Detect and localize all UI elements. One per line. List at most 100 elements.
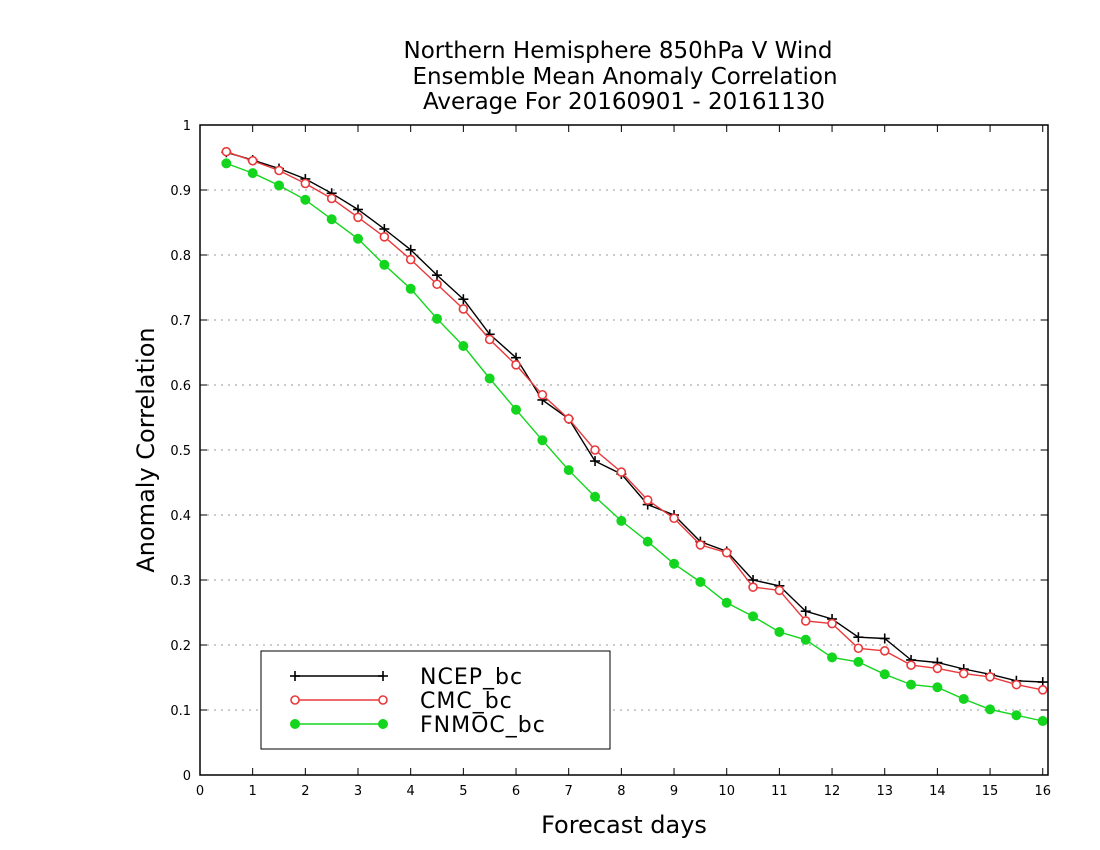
series-fnmoc-bc-marker bbox=[590, 491, 601, 502]
series-cmc-bc-marker bbox=[616, 467, 627, 477]
x-tick-label: 15 bbox=[982, 784, 999, 799]
x-tick-label: 14 bbox=[929, 784, 946, 799]
series-fnmoc-bc-marker bbox=[537, 435, 548, 446]
legend-cmc-bc-end-marker bbox=[378, 695, 388, 705]
legend-ncep-bc-end-marker bbox=[378, 671, 388, 681]
series-layer bbox=[221, 146, 1048, 727]
series-fnmoc-bc-marker bbox=[985, 704, 996, 715]
series-cmc-bc-marker bbox=[721, 547, 732, 558]
y-tick-label: 0.9 bbox=[170, 184, 191, 199]
series-cmc-bc-marker bbox=[326, 193, 337, 204]
series-fnmoc-bc-marker bbox=[511, 404, 522, 415]
legend-fnmoc-bc-end-marker bbox=[378, 719, 388, 729]
series-cmc-bc bbox=[221, 146, 1048, 695]
legend-fnmoc-bc: FNMOC_bc bbox=[290, 713, 546, 738]
legend-fnmoc-bc-label: FNMOC_bc bbox=[420, 713, 546, 738]
legend-ncep-bc-label: NCEP_bc bbox=[420, 665, 523, 690]
series-fnmoc-bc-marker bbox=[221, 158, 232, 169]
axis-ticks: 00.10.20.30.40.50.60.70.80.910 1 2 3 4 5 6 7 8 9 1… bbox=[170, 119, 1051, 799]
series-cmc-bc-marker bbox=[458, 304, 469, 314]
series-ncep-bc-marker bbox=[800, 606, 811, 617]
y-tick-label: 0.3 bbox=[170, 574, 191, 589]
series-fnmoc-bc-marker bbox=[326, 214, 337, 225]
series-fnmoc-bc-marker bbox=[800, 634, 811, 645]
x-axis-label: Forecast days bbox=[541, 811, 707, 839]
x-tick-label: 13 bbox=[876, 784, 893, 799]
series-cmc-bc-marker bbox=[247, 155, 258, 166]
series-cmc-bc-marker bbox=[695, 540, 706, 550]
series-fnmoc-bc-marker bbox=[932, 682, 943, 693]
y-tick-label: 0 bbox=[183, 769, 191, 784]
series-fnmoc-bc-marker bbox=[563, 465, 574, 476]
series-cmc-bc-marker bbox=[379, 232, 390, 242]
series-fnmoc-bc-line bbox=[226, 162, 1043, 722]
series-ncep-bc-marker bbox=[432, 270, 443, 281]
x-tick-label: 6 bbox=[512, 784, 520, 799]
series-fnmoc-bc-marker bbox=[274, 180, 285, 191]
series-cmc-bc-marker bbox=[642, 495, 653, 505]
series-cmc-bc-marker bbox=[537, 389, 548, 400]
series-cmc-bc-marker bbox=[1037, 685, 1048, 695]
legend-cmc-bc-label: CMC_bc bbox=[420, 689, 513, 714]
x-tick-label: 3 bbox=[354, 784, 362, 799]
series-fnmoc-bc-marker bbox=[300, 194, 311, 205]
legend-cmc-bc: CMC_bc bbox=[290, 689, 513, 714]
series-ncep-bc-line bbox=[226, 151, 1043, 683]
series-cmc-bc-marker bbox=[906, 660, 916, 670]
series-fnmoc-bc-marker bbox=[958, 693, 969, 704]
series-cmc-bc-marker bbox=[353, 212, 363, 223]
series-cmc-bc-marker bbox=[958, 668, 969, 679]
x-tick-label: 16 bbox=[1034, 784, 1051, 799]
y-tick-label: 0.7 bbox=[170, 314, 191, 329]
x-tick-label: 10 bbox=[718, 784, 735, 799]
series-cmc-bc-marker bbox=[405, 254, 416, 265]
series-fnmoc-bc-marker bbox=[774, 627, 785, 637]
series-cmc-bc-marker bbox=[774, 585, 785, 596]
series-fnmoc-bc-marker bbox=[616, 515, 627, 526]
series-cmc-bc-marker bbox=[879, 646, 890, 656]
series-fnmoc-bc-marker bbox=[484, 373, 495, 384]
series-cmc-bc-marker bbox=[563, 413, 574, 424]
series-cmc-bc-marker bbox=[985, 672, 995, 682]
series-cmc-bc-marker bbox=[827, 618, 837, 629]
x-tick-label: 8 bbox=[617, 784, 625, 799]
series-cmc-bc-marker bbox=[274, 165, 284, 176]
series-fnmoc-bc-marker bbox=[853, 656, 864, 667]
y-axis-label: Anomaly Correlation bbox=[132, 327, 160, 572]
x-tick-label: 2 bbox=[301, 784, 309, 799]
series-fnmoc-bc-marker bbox=[1011, 710, 1022, 721]
series-fnmoc-bc-marker bbox=[432, 313, 443, 324]
legend-ncep-bc: NCEP_bc bbox=[290, 665, 523, 690]
series-fnmoc-bc bbox=[221, 158, 1048, 727]
series-cmc-bc-marker bbox=[484, 334, 495, 345]
series-cmc-bc-marker bbox=[221, 146, 232, 157]
series-cmc-bc-marker bbox=[669, 513, 679, 524]
series-fnmoc-bc-marker bbox=[721, 597, 732, 608]
series-cmc-bc-marker bbox=[590, 445, 600, 455]
y-tick-label: 0.8 bbox=[170, 249, 191, 264]
series-fnmoc-bc-marker bbox=[1037, 716, 1048, 727]
y-tick-label: 0.6 bbox=[170, 379, 191, 394]
series-cmc-bc-marker bbox=[800, 616, 811, 626]
y-tick-label: 0.5 bbox=[170, 444, 191, 459]
x-tick-label: 5 bbox=[459, 784, 467, 799]
series-cmc-bc-marker bbox=[511, 360, 521, 370]
y-tick-label: 1 bbox=[183, 119, 191, 134]
series-fnmoc-bc-marker bbox=[906, 679, 917, 690]
series-fnmoc-bc-marker bbox=[642, 536, 653, 547]
series-fnmoc-bc-marker bbox=[879, 669, 890, 680]
y-tick-label: 0.2 bbox=[170, 639, 191, 654]
x-tick-label: 11 bbox=[771, 784, 788, 799]
series-fnmoc-bc-marker bbox=[379, 259, 390, 270]
legend-cmc-bc-start-marker bbox=[290, 695, 300, 705]
series-fnmoc-bc-marker bbox=[669, 558, 680, 569]
series-cmc-bc-marker bbox=[853, 643, 864, 654]
series-cmc-bc-marker bbox=[932, 663, 943, 674]
series-fnmoc-bc-marker bbox=[748, 611, 759, 622]
x-tick-label: 7 bbox=[565, 784, 573, 799]
legend-ncep-bc-start-marker bbox=[290, 671, 300, 681]
series-fnmoc-bc-marker bbox=[827, 652, 838, 663]
